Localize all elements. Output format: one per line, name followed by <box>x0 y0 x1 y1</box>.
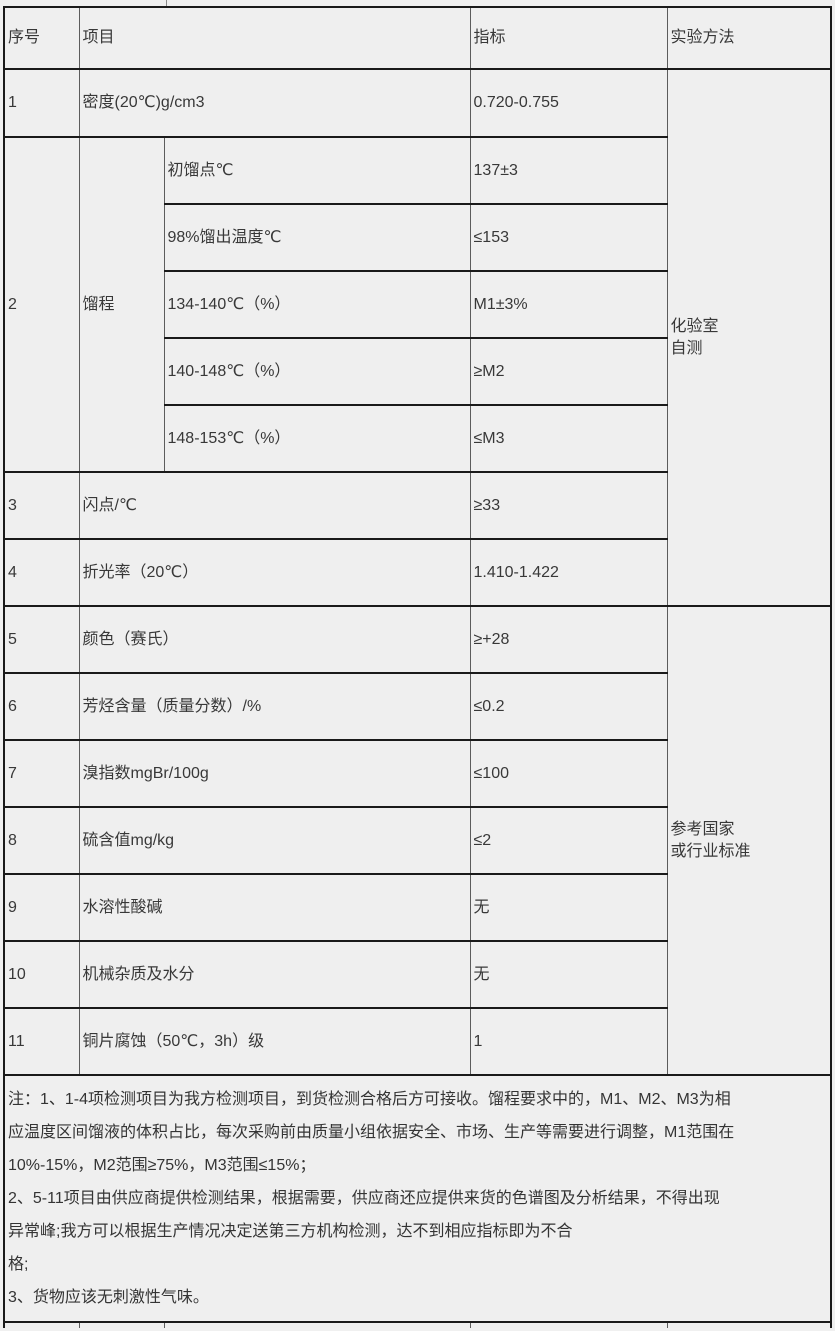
spec-cell: ≤2 <box>469 806 668 874</box>
spec-cell: ≤100 <box>469 739 668 807</box>
note-line: 注：1、1-4项检测项目为我方检测项目，到货检测合格后方可接收。馏程要求中的，M… <box>8 1091 731 1108</box>
item-cell: 颜色（赛氏） <box>78 605 471 673</box>
sub-item-cell: 148-153℃（%） <box>163 404 471 472</box>
method-line: 化验室 <box>670 317 719 335</box>
clipped-cell <box>78 1321 164 1328</box>
row-number-cell: 6 <box>3 672 79 740</box>
note-line: 10%-15%，M2范围≥75%，M3范围≤15%； <box>8 1157 316 1174</box>
spec-cell: ≤0.2 <box>469 672 668 740</box>
item-cell: 芳烃含量（质量分数）/% <box>78 672 471 740</box>
note-line: 应温度区间馏液的体积占比，每次采购前由质量小组依据安全、市场、生产等需要进行调整… <box>8 1124 735 1141</box>
row-number-cell: 2 <box>3 136 79 472</box>
spec-cell: ≥33 <box>469 471 668 539</box>
row-number-cell: 1 <box>3 68 79 137</box>
notes-row: 注：1、1-4项检测项目为我方检测项目，到货检测合格后方可接收。馏程要求中的，M… <box>3 1074 832 1322</box>
spec-cell: M1±3% <box>469 270 668 338</box>
note-line: 异常峰;我方可以根据生产情况决定送第三方机构检测，达不到相应指标即为不合 <box>8 1223 573 1240</box>
header-method: 实验方法 <box>666 6 832 69</box>
item-cell: 密度(20℃)g/cm3 <box>78 68 471 137</box>
clipped-top-border-tick <box>166 0 167 7</box>
spec-cell: ≥M2 <box>469 337 668 405</box>
notes-cell: 注：1、1-4项检测项目为我方检测项目，到货检测合格后方可接收。馏程要求中的，M… <box>3 1074 832 1322</box>
item-cell: 铜片腐蚀（50℃，3h）级 <box>78 1007 471 1075</box>
item-cell: 机械杂质及水分 <box>78 940 471 1008</box>
clipped-row <box>3 1321 832 1328</box>
spec-cell: ≤153 <box>469 203 668 271</box>
row-number-cell: 10 <box>3 940 79 1008</box>
header-item: 项目 <box>78 6 471 69</box>
header-spec: 指标 <box>469 6 668 69</box>
table-row: 10 机械杂质及水分 无 <box>3 940 831 1008</box>
item-cell: 折光率（20℃） <box>78 538 471 606</box>
table-row: 5 颜色（赛氏） ≥+28 参考国家 或行业标准 <box>3 605 832 1075</box>
row-number-cell: 7 <box>3 739 79 807</box>
clipped-cell <box>666 1321 832 1328</box>
sub-item-cell: 98%馏出温度℃ <box>163 203 471 271</box>
table-row: 7 溴指数mgBr/100g ≤100 <box>3 739 831 807</box>
sub-item-cell: 140-148℃（%） <box>163 337 471 405</box>
table-row: 1 密度(20℃)g/cm3 0.720-0.755 化验室 自测 <box>3 68 832 606</box>
row-number-cell: 11 <box>3 1007 79 1075</box>
clipped-cell <box>3 1321 79 1328</box>
table-row: 11 铜片腐蚀（50℃，3h）级 1 <box>3 1007 831 1075</box>
row-number-cell: 9 <box>3 873 79 941</box>
spec-cell: 137±3 <box>469 136 668 204</box>
spec-table: 序号 项目 指标 实验方法 1 密度(20℃)g/cm3 0.720-0.755… <box>3 6 833 1328</box>
spec-cell: ≤M3 <box>469 404 668 472</box>
method-cell-lab: 化验室 自测 <box>666 68 832 606</box>
table-row: 98%馏出温度℃ ≤153 <box>4 203 831 271</box>
clipped-cell <box>163 1321 471 1328</box>
note-line: 2、5-11项目由供应商提供检测结果，根据需要，供应商还应提供来货的色谱图及分析… <box>8 1190 720 1207</box>
spec-cell: 1.410-1.422 <box>469 538 668 606</box>
row-number-cell: 3 <box>3 471 79 539</box>
table-row: 140-148℃（%） ≥M2 <box>4 337 831 405</box>
row-number-cell: 5 <box>3 605 79 673</box>
method-cell-standard: 参考国家 或行业标准 <box>666 605 832 1075</box>
item-cell: 硫含值mg/kg <box>78 806 471 874</box>
note-line: 3、货物应该无刺激性气味。 <box>8 1289 209 1306</box>
item-cell: 水溶性酸碱 <box>78 873 471 941</box>
spec-cell: ≥+28 <box>469 605 668 673</box>
table-row: 4 折光率（20℃） 1.410-1.422 <box>3 538 831 606</box>
table-row: 8 硫含值mg/kg ≤2 <box>3 806 831 874</box>
method-line: 或行业标准 <box>670 842 751 860</box>
table-row: 134-140℃（%） M1±3% <box>4 270 831 338</box>
header-no: 序号 <box>3 6 79 69</box>
method-line: 参考国家 <box>670 820 735 838</box>
item-cell: 溴指数mgBr/100g <box>78 739 471 807</box>
table-row: 6 芳烃含量（质量分数）/% ≤0.2 <box>3 672 831 740</box>
clipped-cell <box>469 1321 668 1328</box>
row-number-cell: 4 <box>3 538 79 606</box>
spec-cell: 无 <box>469 940 668 1008</box>
row-number-cell: 8 <box>3 806 79 874</box>
spec-cell: 无 <box>469 873 668 941</box>
sub-item-cell: 初馏点℃ <box>163 136 471 204</box>
table-header-row: 序号 项目 指标 实验方法 <box>3 6 832 69</box>
sub-item-cell: 134-140℃（%） <box>163 270 471 338</box>
table-row: 9 水溶性酸碱 无 <box>3 873 831 941</box>
table-row: 148-153℃（%） ≤M3 <box>4 404 831 472</box>
note-line: 格; <box>8 1256 29 1273</box>
spec-cell: 1 <box>469 1007 668 1075</box>
method-line: 自测 <box>670 339 703 357</box>
spec-cell: 0.720-0.755 <box>469 68 668 137</box>
table-row: 2 馏程 初馏点℃ 137±3 <box>3 136 831 472</box>
item-cell: 馏程 <box>78 136 164 472</box>
item-cell: 闪点/℃ <box>78 471 471 539</box>
table-row: 3 闪点/℃ ≥33 <box>3 471 831 539</box>
